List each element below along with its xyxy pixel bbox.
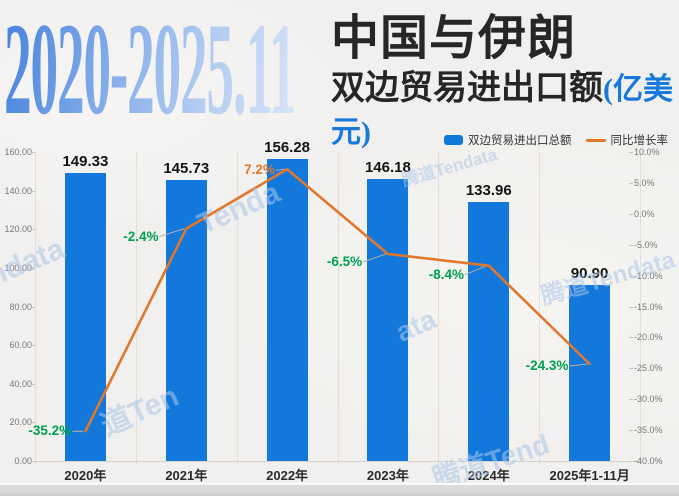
growth-rate-point-label: -6.5% [326, 254, 363, 269]
right-axis-tick [629, 182, 633, 184]
right-axis-tick-label: -5.0% [634, 239, 658, 250]
left-axis-tick [31, 229, 35, 231]
left-axis-tick [31, 152, 35, 153]
trade-total-bar [64, 172, 106, 461]
left-axis-tick [31, 422, 35, 424]
right-axis-tick [629, 368, 633, 370]
bar-value-label: 149.33 [62, 152, 109, 170]
left-axis-tick-label: 100.00 [4, 262, 32, 273]
right-axis-tick [629, 152, 633, 153]
title-line1: 中国与伊朗 [331, 12, 577, 65]
left-axis-tick [31, 306, 35, 308]
x-axis-category-label: 2022年 [266, 468, 309, 483]
growth-rate-point-label: -35.2% [28, 423, 72, 439]
right-axis-tick [629, 461, 633, 462]
gridline [640, 152, 641, 465]
right-axis-tick-label: 0.0% [634, 208, 655, 219]
title-unit: (亿美元) [331, 73, 673, 149]
trade-total-bar [367, 178, 409, 461]
bar-value-label: 145.73 [163, 159, 210, 177]
line-series-swatch-icon [585, 138, 606, 142]
left-axis-tick-label: 40.00 [9, 378, 32, 389]
gridline [539, 152, 541, 465]
right-axis-tick [629, 337, 633, 339]
title-line2: 双边贸易进出口额(亿美元) [331, 68, 679, 154]
title-year-range: 2020-2025.11 [4, 0, 297, 147]
bar-value-label: 146.18 [364, 158, 411, 176]
x-axis-category-label: 2024年 [467, 468, 510, 483]
left-axis-tick [31, 383, 35, 385]
right-axis-tick-label: -35.0% [634, 425, 663, 436]
right-axis-tick-label: -20.0% [634, 332, 663, 343]
left-axis-tick-label: 0.00 [14, 456, 32, 466]
right-axis-tick-label: 10.0% [634, 147, 660, 157]
left-axis-tick [31, 190, 35, 192]
right-axis-tick-label: -25.0% [634, 363, 663, 374]
bar-value-label: 90.90 [570, 265, 609, 283]
bar-value-label: 133.96 [465, 182, 512, 200]
bar-value-label: 156.28 [264, 139, 311, 157]
right-axis-tick [629, 275, 633, 277]
line-series-legend-label: 同比增长率 [610, 135, 669, 147]
bar-series-swatch-icon [444, 135, 463, 145]
trade-total-bar [569, 285, 611, 461]
right-axis-tick-label: -15.0% [634, 301, 663, 312]
paper-bottom-edge [0, 483, 679, 496]
chart-legend: 双边贸易进出口总额 同比增长率 [444, 132, 668, 148]
growth-rate-point-label: -24.3% [525, 358, 569, 373]
left-axis-tick [31, 345, 35, 347]
right-axis-tick [629, 430, 633, 432]
left-axis-tick-label: 60.00 [9, 340, 32, 351]
main-title: 中国与伊朗 双边贸易进出口额(亿美元) [331, 10, 679, 154]
left-axis-tick-label: 120.00 [4, 224, 32, 235]
left-axis-tick-label: 160.00 [4, 147, 32, 157]
gridline [438, 152, 440, 465]
trade-total-bar [266, 159, 308, 461]
gridline [35, 152, 36, 465]
growth-rate-point-label: -8.4% [428, 266, 465, 282]
bar-series-legend-label: 双边贸易进出口总额 [468, 135, 572, 147]
x-axis-category-label: 2021年 [165, 468, 208, 483]
right-axis-tick [629, 399, 633, 401]
title-line2-text: 双边贸易进出口额 [331, 70, 603, 107]
left-axis-tick [31, 461, 35, 462]
x-axis-category-label: 2025年1-11月 [549, 468, 630, 483]
right-axis-tick-label: 5.0% [634, 177, 655, 188]
left-axis-tick-label: 20.00 [9, 417, 32, 428]
right-axis-tick-label: -10.0% [634, 270, 663, 281]
right-axis-tick-label: -30.0% [634, 394, 663, 405]
right-axis-tick [629, 213, 633, 215]
trade-total-bar [468, 202, 510, 461]
trade-total-bar [165, 179, 207, 461]
gridline [337, 152, 339, 465]
x-axis-category-label: 2023年 [366, 468, 409, 483]
gridline [236, 152, 238, 465]
right-axis-tick [629, 306, 633, 308]
gridline [135, 152, 137, 465]
right-axis-tick-label: -40.0% [634, 456, 663, 466]
left-axis-tick-label: 140.00 [4, 185, 32, 196]
x-axis-category-label: 2020年 [64, 468, 107, 483]
left-axis-tick-label: 80.00 [9, 301, 32, 312]
left-axis-tick [31, 267, 35, 269]
right-axis-tick [629, 244, 633, 246]
growth-rate-point-label: -2.4% [123, 228, 159, 244]
growth-rate-point-label: 7.2% [244, 162, 275, 178]
x-axis-line [35, 461, 640, 462]
